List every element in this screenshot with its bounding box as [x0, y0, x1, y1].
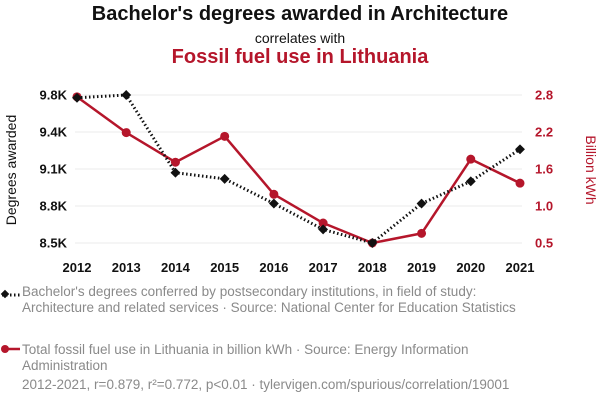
point-degrees — [219, 173, 230, 184]
left-tick-label: 9.8K — [40, 88, 68, 103]
chart-title-secondary: Fossil fuel use in Lithuania — [171, 46, 429, 68]
chart-canvas: 8.5K 8.8K 9.1K 9.4K 9.8K 0.5 1.0 1.6 2.2 2.8 2012 2… — [3, 88, 599, 276]
point-degrees — [121, 90, 132, 100]
point-fossil — [220, 131, 230, 141]
right-tick-label: 1.0 — [535, 199, 553, 214]
x-tick-label: 2016 — [259, 260, 288, 275]
x-tick-label: 2015 — [210, 260, 239, 275]
chart-subtitle: correlates with — [254, 30, 346, 46]
left-tick-label: 9.4K — [40, 125, 68, 140]
point-degrees — [515, 144, 525, 155]
x-tick-label: 2019 — [407, 260, 436, 275]
right-tick-label: 2.2 — [535, 125, 553, 140]
point-degrees — [465, 176, 476, 187]
x-tick-label: 2017 — [309, 260, 338, 275]
left-tick-label: 8.8K — [40, 199, 68, 214]
right-tick-label: 0.5 — [535, 236, 553, 251]
legend-swatch-dotted-diamond-icon — [0, 289, 20, 299]
point-fossil — [417, 228, 427, 238]
x-tick-label: 2021 — [506, 260, 535, 275]
right-tick-label: 1.6 — [535, 162, 553, 177]
series-line-fossil — [76, 95, 521, 245]
right-tick-label: 2.8 — [535, 88, 553, 103]
point-degrees — [416, 198, 427, 209]
point-fossil — [515, 178, 525, 188]
right-axis-label: Billion kWh — [583, 135, 599, 204]
x-tick-label: 2013 — [112, 260, 141, 275]
x-tick-label: 2012 — [63, 260, 92, 275]
point-fossil — [269, 189, 279, 199]
legend-text-degrees: Bachelor's degrees conferred by postseco… — [22, 284, 516, 315]
x-tick-label: 2018 — [358, 260, 387, 275]
legend-text-fossil: Total fossil fuel use in Lithuania in bi… — [22, 342, 469, 373]
point-degrees — [367, 238, 378, 248]
left-axis-label: Degrees awarded — [3, 115, 19, 226]
x-tick-label: 2020 — [456, 260, 485, 275]
chart-title: Bachelor's degrees awarded in Architectu… — [91, 3, 509, 25]
point-degrees — [318, 224, 329, 235]
x-tick-label: 2014 — [161, 260, 191, 275]
point-fossil — [170, 157, 180, 167]
footer-stats: 2012-2021, r=0.879, r²=0.772, p<0.01 · t… — [22, 377, 510, 392]
point-degrees — [268, 198, 279, 209]
point-fossil — [466, 154, 476, 164]
legend-swatch-solid-circle-icon — [1, 345, 20, 353]
point-fossil — [318, 218, 328, 228]
point-degrees — [72, 92, 82, 103]
point-degrees — [170, 167, 181, 178]
point-fossil — [121, 128, 131, 138]
left-tick-label: 8.5K — [40, 236, 68, 251]
left-tick-label: 9.1K — [40, 162, 68, 177]
